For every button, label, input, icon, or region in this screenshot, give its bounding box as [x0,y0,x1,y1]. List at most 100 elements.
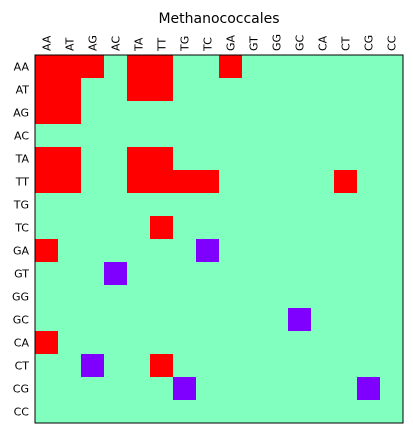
heatmap-cell [196,193,219,216]
heatmap-cell [196,170,219,193]
heatmap-cell [81,216,104,239]
heatmap-cell [242,308,265,331]
heatmap-cell [81,308,104,331]
heatmap-cell [173,101,196,124]
heatmap-cell [58,55,81,78]
heatmap-cell [35,285,58,308]
heatmap-cell [104,78,127,101]
x-tick-label: GA [225,34,238,51]
heatmap-cell [288,147,311,170]
heatmap-cell [127,55,150,78]
x-tick-label: AG [87,35,100,51]
heatmap-cell [196,124,219,147]
heatmap-cell [219,354,242,377]
y-tick-label: CA [14,337,30,350]
heatmap-cell [58,354,81,377]
y-tick-label: TT [15,176,30,189]
x-tick-label: GT [248,36,261,51]
heatmap-cell [104,147,127,170]
heatmap-cell [380,354,403,377]
heatmap-cell [127,285,150,308]
heatmap-cell [288,331,311,354]
heatmap-cell [242,262,265,285]
heatmap-cell [58,193,81,216]
heatmap-cell [288,124,311,147]
heatmap-cell [334,377,357,400]
heatmap-cell [265,400,288,423]
x-tick-label: TC [202,37,215,52]
heatmap-cell [265,55,288,78]
x-tick-label: AA [41,35,54,51]
heatmap-cell [380,78,403,101]
x-tick-label: AT [64,37,77,51]
heatmap-cell [242,377,265,400]
heatmap-cell [311,170,334,193]
heatmap-cell [311,285,334,308]
heatmap-cell [242,285,265,308]
heatmap-cell [150,354,173,377]
heatmap-cell [35,239,58,262]
heatmap-cell [219,285,242,308]
heatmap-cell [357,124,380,147]
heatmap-cell [104,193,127,216]
heatmap-cell [242,239,265,262]
heatmap-cell [357,331,380,354]
x-tick-labels: AA AT AG AC TA TT TG TC GA GT GG GC CA CT CG CC [41,34,399,52]
y-tick-label: GC [13,314,30,327]
heatmap-cell [150,216,173,239]
heatmap-cell [104,331,127,354]
heatmap-cell [265,124,288,147]
heatmap-cell [196,147,219,170]
heatmap-cell [81,239,104,262]
heatmap-cell [380,193,403,216]
heatmap-cell [127,400,150,423]
heatmap-cell [311,101,334,124]
heatmap-cell [104,239,127,262]
heatmap-cell [288,400,311,423]
x-tick-label: TG [179,36,192,52]
heatmap-cell [242,78,265,101]
heatmap-cell [150,308,173,331]
heatmap-cell [219,101,242,124]
heatmap-cell [357,285,380,308]
heatmap-cell [219,377,242,400]
heatmap-cell [219,308,242,331]
heatmap-cell [173,377,196,400]
heatmap-cell [334,308,357,331]
heatmap-cell [150,285,173,308]
heatmap-cell [288,285,311,308]
heatmap-cell [311,262,334,285]
heatmap-cell [265,377,288,400]
heatmap-cell [357,170,380,193]
heatmap-cell [357,101,380,124]
y-tick-label: CC [14,406,30,419]
heatmap-cell [35,216,58,239]
heatmap-cell [127,239,150,262]
heatmap-cell [58,400,81,423]
heatmap-cell [334,285,357,308]
heatmap-cell [104,262,127,285]
heatmap-cell [219,170,242,193]
heatmap-cell [104,400,127,423]
heatmap-cell [196,262,219,285]
heatmap-cell [127,308,150,331]
heatmap-cell [242,124,265,147]
heatmap-cell [311,331,334,354]
heatmap-cell [150,400,173,423]
heatmap-cell [196,101,219,124]
heatmap-cell [219,216,242,239]
heatmap-cell [380,124,403,147]
heatmap-cell [265,285,288,308]
heatmap-cell [334,170,357,193]
heatmap-cell [288,78,311,101]
heatmap-cell [150,193,173,216]
x-tick-label: GC [294,34,307,51]
heatmap-cell [173,78,196,101]
heatmap-cell [173,193,196,216]
heatmap-cell [311,239,334,262]
heatmap-cell [58,170,81,193]
heatmap-cell [35,147,58,170]
heatmap-cell [288,193,311,216]
heatmap-cell [127,262,150,285]
